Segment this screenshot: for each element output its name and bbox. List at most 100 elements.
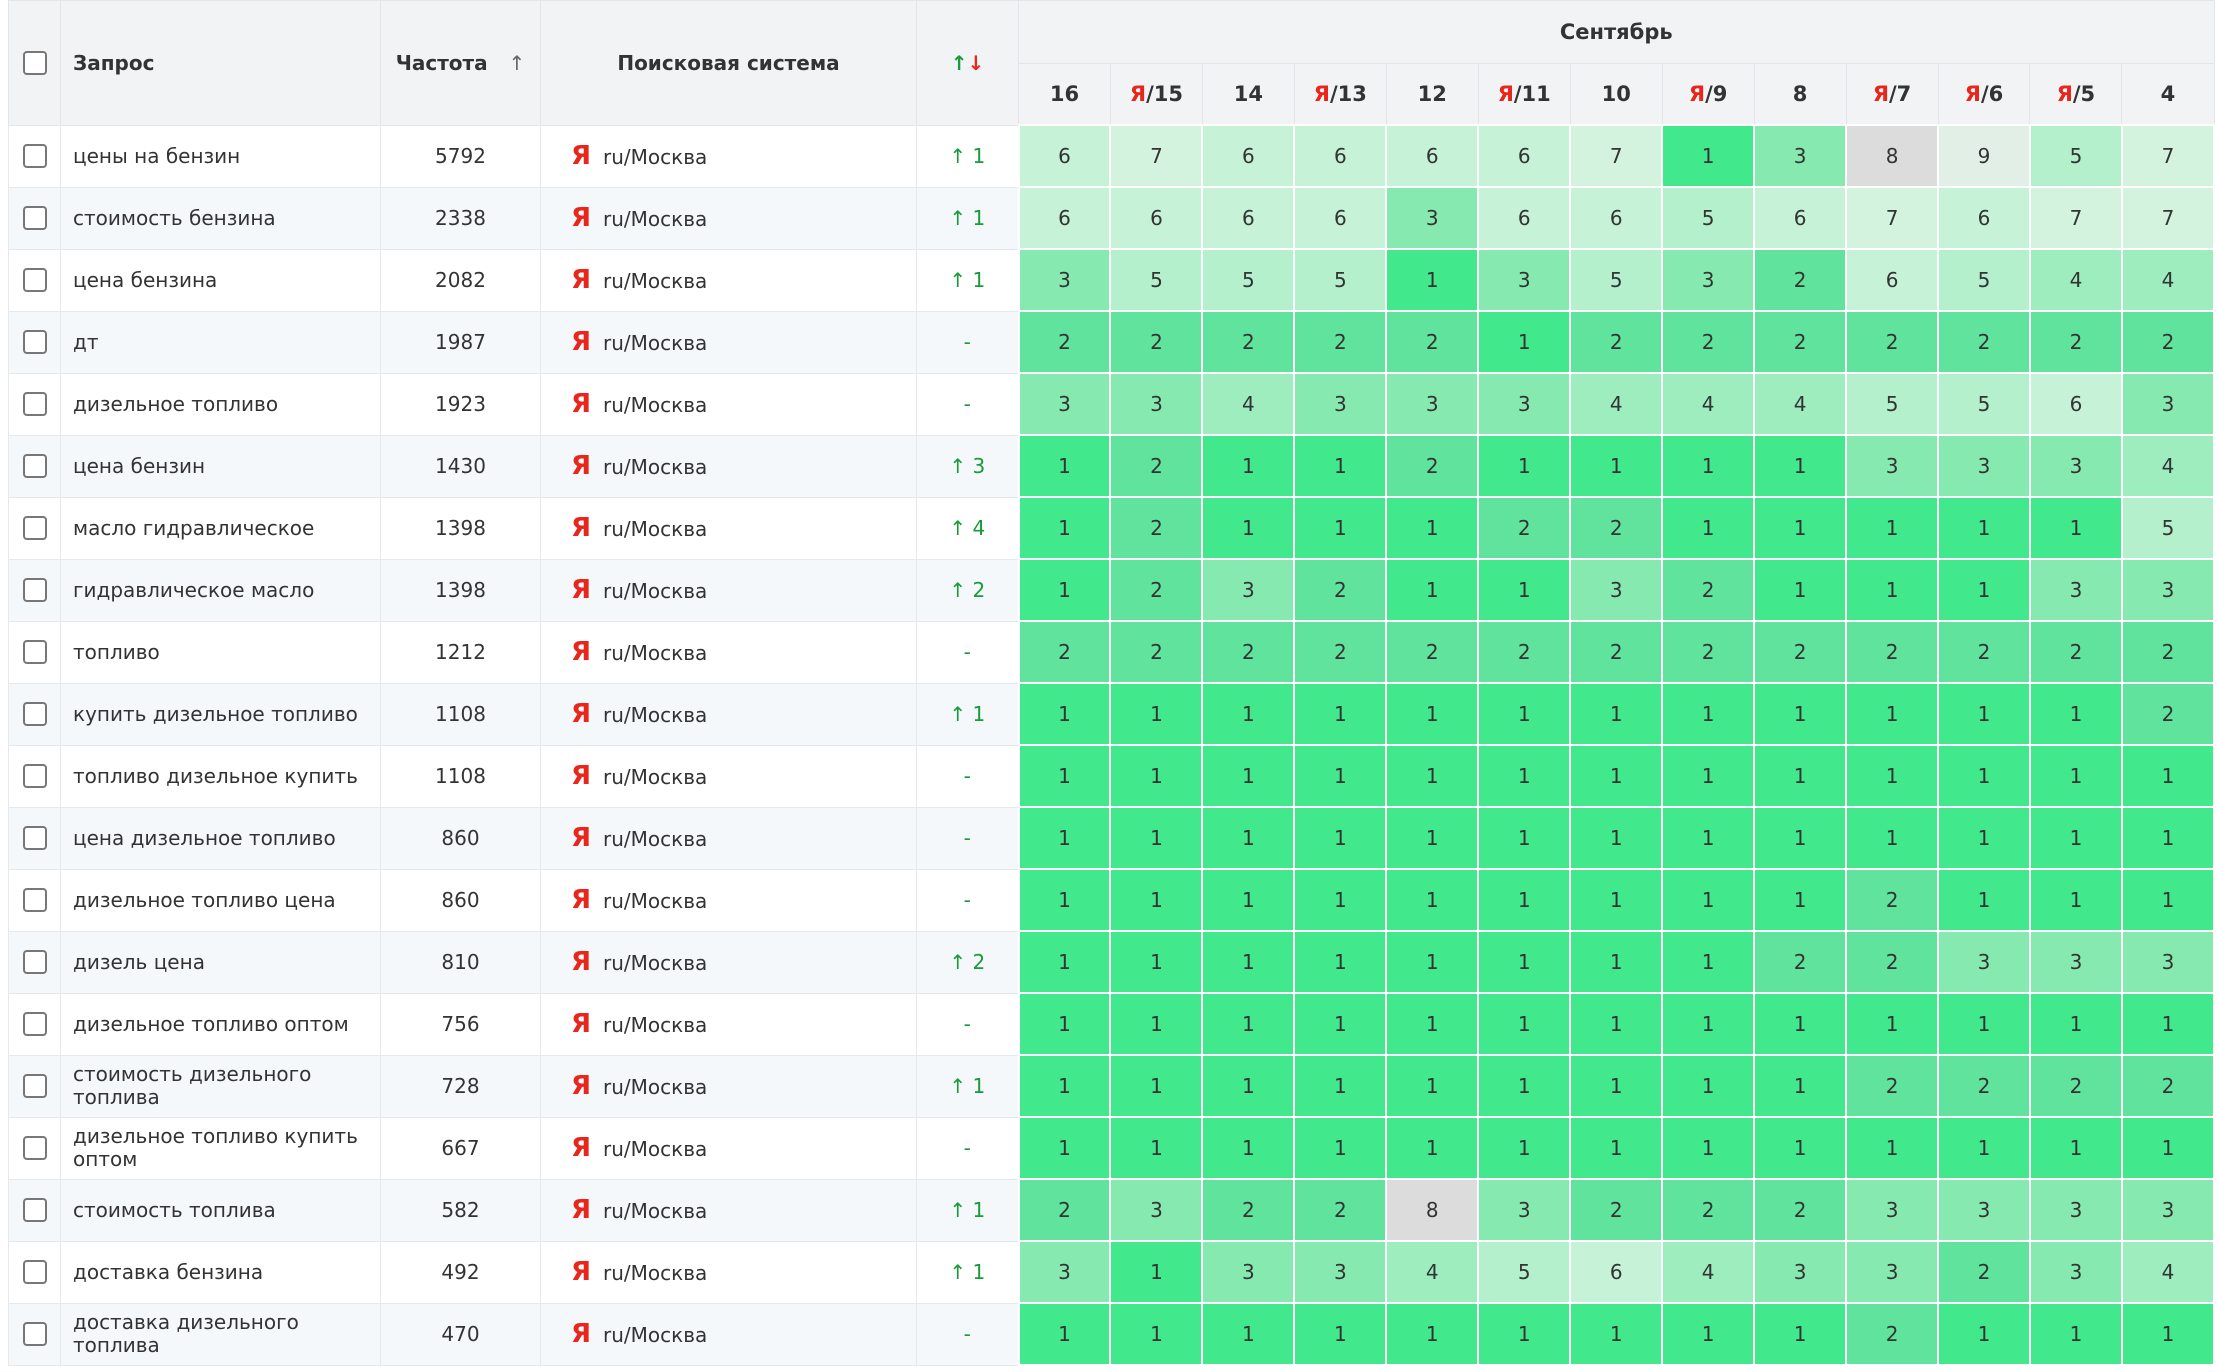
position-cell: 1 (1017, 1116, 1112, 1180)
frequency-cell: 5792 (380, 124, 541, 188)
change-cell: - (916, 992, 1019, 1056)
position-cell: 7 (2028, 186, 2123, 250)
position-cell: 1 (1385, 682, 1480, 746)
position-cell: 2 (1661, 1178, 1756, 1242)
change-header[interactable]: ↑↓ (916, 0, 1019, 126)
row-checkbox[interactable] (22, 640, 47, 664)
yandex-mark: Я (1688, 82, 1706, 106)
frequency-header[interactable]: Частота ↑ (380, 0, 541, 126)
engine-icon: Я (571, 141, 592, 171)
position-cell: 6 (1753, 186, 1848, 250)
region: ru/Москва (603, 1323, 708, 1347)
position-cell: 1 (1753, 558, 1848, 622)
change-cell: ↑ 1 (916, 186, 1019, 250)
row-checkbox[interactable] (22, 1012, 47, 1036)
position-cell: 2 (2120, 682, 2216, 746)
row-checkbox[interactable] (22, 330, 47, 354)
frequency-cell: 1108 (380, 682, 541, 746)
position-cell: 3 (2120, 1178, 2216, 1242)
day-header: 8 (1753, 63, 1847, 126)
position-cell: 3 (1937, 434, 2031, 498)
region: ru/Москва (603, 641, 708, 665)
row-checkbox[interactable] (22, 1136, 47, 1160)
position-cell: 1 (1845, 496, 1940, 560)
row-checkbox[interactable] (22, 578, 47, 602)
row-checkbox[interactable] (22, 454, 47, 478)
engine-icon: Я (571, 1319, 592, 1349)
position-cell: 1 (2120, 1302, 2216, 1366)
position-cell: 1 (1661, 1302, 1756, 1366)
yandex-mark: Я (2056, 82, 2073, 106)
query-cell: дизельное топливо цена (60, 868, 381, 932)
position-cell: 1 (1569, 868, 1664, 932)
region: ru/Москва (603, 889, 708, 913)
day-label: 16 (1049, 82, 1080, 106)
position-cell: 4 (1753, 372, 1848, 436)
select-cell (8, 1302, 61, 1366)
position-cell: 6 (1845, 248, 1940, 312)
select-cell (8, 248, 61, 312)
row-checkbox[interactable] (22, 950, 47, 974)
position-cell: 1 (1109, 1116, 1204, 1180)
query-cell: топливо дизельное купить (60, 744, 381, 808)
day-label: 12 (1417, 82, 1447, 106)
position-cell: 2 (1845, 930, 1940, 994)
position-cell: 1 (1385, 1054, 1480, 1118)
position-cell: 1 (1569, 682, 1664, 746)
position-cell: 1 (1477, 806, 1572, 870)
position-cell: 4 (2120, 434, 2216, 498)
frequency-cell: 1987 (380, 310, 541, 374)
region: ru/Москва (603, 765, 708, 789)
position-cell: 2 (1569, 496, 1664, 560)
row-checkbox[interactable] (22, 1260, 47, 1284)
position-cell: 3 (1385, 372, 1480, 436)
position-cell: 1 (1753, 806, 1848, 870)
row-checkbox[interactable] (22, 1074, 47, 1098)
row-checkbox[interactable] (22, 826, 47, 850)
position-cell: 8 (1845, 124, 1940, 188)
select-cell (8, 496, 61, 560)
region: ru/Москва (603, 1137, 708, 1161)
row-checkbox[interactable] (22, 702, 47, 726)
frequency-cell: 1398 (380, 496, 541, 560)
row-checkbox[interactable] (22, 392, 47, 416)
row-checkbox[interactable] (22, 1322, 47, 1346)
query-cell: дизель цена (60, 930, 381, 994)
position-cell: 1 (1753, 1116, 1848, 1180)
position-cell: 2 (1661, 558, 1756, 622)
frequency-cell: 860 (380, 806, 541, 870)
row-checkbox[interactable] (22, 206, 47, 230)
position-cell: 5 (1109, 248, 1204, 312)
position-cell: 7 (2120, 124, 2216, 188)
query-cell: дизельное топливо оптом (60, 992, 381, 1056)
position-cell: 2 (1385, 434, 1480, 498)
row-checkbox[interactable] (22, 1198, 47, 1222)
row-checkbox[interactable] (22, 144, 47, 168)
row-checkbox[interactable] (22, 268, 47, 292)
position-cell: 2 (1201, 620, 1296, 684)
position-cell: 1 (2028, 868, 2123, 932)
row-checkbox[interactable] (22, 516, 47, 540)
position-cell: 6 (1569, 186, 1664, 250)
position-cell: 3 (1661, 248, 1756, 312)
sort-icon[interactable]: ↑ (508, 50, 526, 75)
position-cell: 4 (2028, 248, 2123, 312)
row-checkbox[interactable] (22, 888, 47, 912)
position-cell: 1 (2028, 806, 2123, 870)
frequency-cell: 582 (380, 1178, 541, 1242)
select-all-checkbox[interactable] (22, 50, 47, 75)
position-cell: 1 (1017, 930, 1112, 994)
day-header: Я/9 (1661, 63, 1755, 126)
position-cell: 1 (1753, 434, 1848, 498)
frequency-cell: 756 (380, 992, 541, 1056)
row-checkbox[interactable] (22, 764, 47, 788)
engine-icon: Я (571, 575, 592, 605)
